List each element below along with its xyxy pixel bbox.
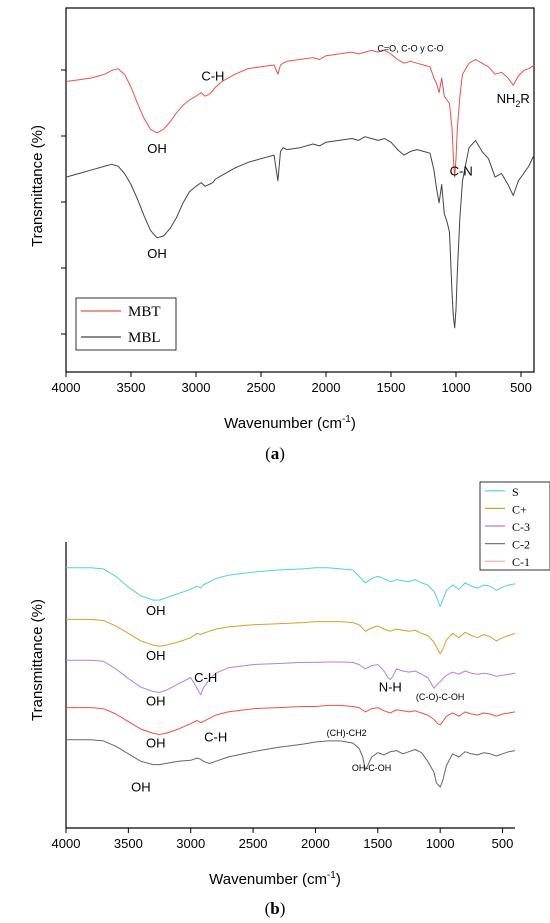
annotation-text: C-N	[450, 164, 473, 179]
chart-panel-a: 4000 3500 3000 2500 2000 1500 1000 500 OH C-H C=O…	[29, 7, 535, 463]
annotations: OH C-H C=O, C-O y C-O NH2R C-N OH	[147, 43, 530, 260]
annotation-ch-ch2: (CH)-CH2	[327, 728, 367, 738]
x-tick-label-1500: 1500	[377, 380, 406, 395]
annotation-text: N-H	[379, 680, 402, 695]
caption-a: (a)	[265, 444, 285, 463]
annotation-text: (CH)-CH2	[327, 728, 367, 738]
annotation-text: OH-C-OH	[352, 763, 392, 773]
annotation-text: OH	[147, 246, 167, 261]
x-axis-title-tail: )	[351, 415, 356, 432]
annotation-c-n: C-N	[450, 164, 473, 179]
x-tick-label-3000: 3000	[176, 836, 205, 851]
annotation-text: C-H	[194, 670, 217, 685]
x-tick-label-4000: 4000	[52, 836, 81, 851]
legend-label-c: C+	[512, 502, 527, 516]
y-axis-title: Transmittance (%)	[29, 599, 46, 721]
annotation-oh-c-oh: OH-C-OH	[352, 763, 392, 773]
annotation-text: C-H	[204, 729, 227, 744]
x-tick-label-2000: 2000	[301, 836, 330, 851]
x-tick-label-4000: 4000	[52, 380, 81, 395]
annotation-oh: OH	[146, 693, 166, 708]
x-axis-title-sup: -1	[327, 870, 336, 881]
annotation-c-o-c-o-y-c-o: C=O, C-O y C-O	[377, 43, 443, 53]
annotation-text: (C-O)-C-OH	[416, 692, 465, 702]
annotation-text: NH	[497, 91, 516, 106]
annotation-text: C-H	[201, 69, 224, 84]
annotation-tail: R	[520, 91, 529, 106]
x-ticks: 4000 3500 3000 2500 2000 1500 1000 500	[52, 828, 514, 851]
x-tick-label-500: 500	[510, 380, 532, 395]
y-axis-title: Transmittance (%)	[29, 125, 46, 247]
series-line-mbl	[65, 136, 535, 329]
x-axis-title: Wavenumber (cm-1)	[224, 414, 356, 432]
annotation-oh: OH	[146, 735, 166, 750]
series-line-s	[66, 567, 516, 607]
x-tick-label-3500: 3500	[114, 836, 143, 851]
x-tick-label-3500: 3500	[117, 380, 146, 395]
x-axis-title-sup: -1	[342, 414, 351, 425]
x-tick-label-500: 500	[492, 836, 514, 851]
legend-label-c-2: C-2	[512, 538, 530, 552]
annotation-text: C=O, C-O y C-O	[377, 43, 443, 53]
caption-a-letter: a	[271, 444, 280, 463]
annotation-c-h: C-H	[201, 69, 224, 84]
legend: MBT MBL	[75, 297, 177, 351]
x-axis-title: Wavenumber (cm-1)	[209, 870, 341, 888]
series-group	[66, 567, 516, 788]
series-line-mbt	[65, 49, 535, 178]
legend-label-c-1: C-1	[512, 555, 530, 569]
series-line-c-1	[66, 739, 516, 788]
caption-b-letter: b	[270, 899, 279, 918]
annotation-nh: NH2R	[497, 91, 530, 109]
chart-panel-b: 4000 3500 3000 2500 2000 1500 1000 500 OH OH OH C-…	[29, 481, 550, 918]
x-tick-label-1000: 1000	[442, 380, 471, 395]
legend-label-s: S	[512, 485, 519, 499]
annotation-text: OH	[146, 603, 166, 618]
x-ticks: 4000 3500 3000 2500 2000 1500 1000 500	[52, 372, 532, 395]
x-tick-label-1000: 1000	[426, 836, 455, 851]
annotation-text: OH	[146, 693, 166, 708]
plot-border	[65, 7, 535, 373]
annotation-oh: OH	[147, 246, 167, 261]
annotation-oh: OH	[131, 779, 151, 794]
annotation-oh: OH	[146, 603, 166, 618]
annotations: OH OH OH C-H N-H (C-O)-C-OH OH OH C-H (CH)-CH2 OH-…	[131, 603, 464, 794]
series-line-c-2	[66, 704, 516, 735]
annotation-c-h: C-H	[194, 670, 217, 685]
annotation-c-o-c-oh: (C-O)-C-OH	[416, 692, 465, 702]
annotation-sub: 2	[515, 99, 520, 109]
annotation-text: OH	[147, 141, 167, 156]
series-line-c-3	[66, 659, 516, 696]
x-tick-label-3000: 3000	[182, 380, 211, 395]
legend-label-mbl: MBL	[128, 330, 161, 346]
annotation-n-h: N-H	[379, 680, 402, 695]
x-axis-title-main: Wavenumber (cm	[224, 415, 342, 432]
legend-label-c-3: C-3	[512, 520, 530, 534]
x-tick-label-2500: 2500	[239, 836, 268, 851]
x-axis-title-main: Wavenumber (cm	[209, 871, 327, 888]
series-line-c	[66, 618, 516, 655]
annotation-text: OH	[131, 779, 151, 794]
series-group	[65, 49, 535, 329]
x-axis-title-tail: )	[336, 871, 341, 888]
x-tick-label-1500: 1500	[363, 836, 392, 851]
annotation-oh: OH	[146, 648, 166, 663]
caption-b: (b)	[265, 899, 286, 918]
axes-frame	[61, 7, 535, 373]
legend: S C+ C-3 C-2 C-1	[479, 481, 550, 571]
x-tick-label-2500: 2500	[247, 380, 276, 395]
legend-box	[75, 297, 177, 351]
annotation-oh: OH	[147, 141, 167, 156]
x-tick-label-2000: 2000	[312, 380, 341, 395]
annotation-c-h: C-H	[204, 729, 227, 744]
annotation-text: OH	[146, 648, 166, 663]
legend-label-mbt: MBT	[128, 304, 161, 320]
annotation-text: OH	[146, 735, 166, 750]
